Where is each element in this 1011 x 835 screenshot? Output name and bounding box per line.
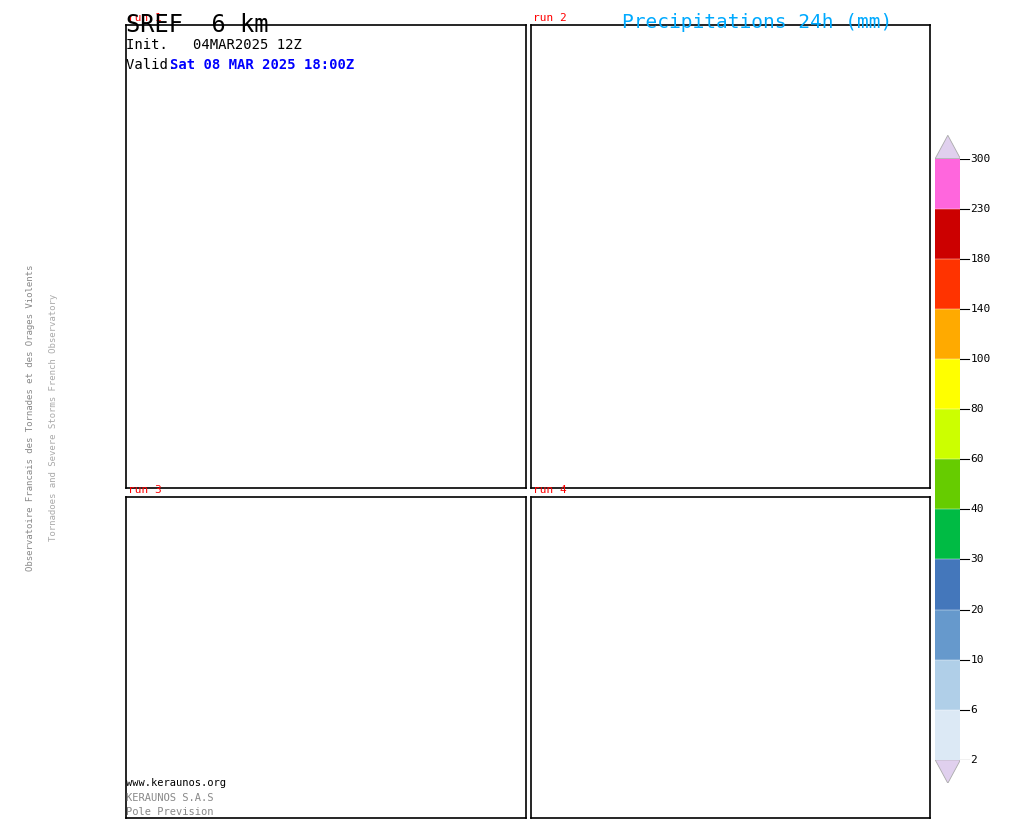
- Text: 230: 230: [971, 204, 991, 214]
- Text: 80: 80: [971, 404, 984, 414]
- Text: KERAUNOS S.A.S: KERAUNOS S.A.S: [126, 793, 214, 803]
- Bar: [935, 610, 960, 660]
- Text: 100: 100: [971, 354, 991, 364]
- Bar: [935, 509, 960, 559]
- Polygon shape: [935, 760, 960, 783]
- Text: 6: 6: [971, 705, 978, 715]
- Text: Precipitations 24h (mm): Precipitations 24h (mm): [622, 13, 892, 32]
- Text: run 1: run 1: [128, 13, 162, 23]
- Text: 2: 2: [971, 755, 978, 765]
- Text: 300: 300: [971, 154, 991, 164]
- Bar: [935, 359, 960, 409]
- Text: Pole Prevision: Pole Prevision: [126, 807, 214, 817]
- Text: 60: 60: [971, 454, 984, 464]
- Text: 180: 180: [971, 254, 991, 264]
- Bar: [935, 209, 960, 259]
- Bar: [935, 660, 960, 710]
- Text: run 4: run 4: [533, 485, 566, 495]
- Text: Tornadoes and Severe Storms French Observatory: Tornadoes and Severe Storms French Obser…: [50, 294, 58, 541]
- Text: 140: 140: [971, 304, 991, 314]
- Bar: [935, 259, 960, 309]
- Bar: [935, 159, 960, 209]
- Text: Observatoire Francais des Tornades et des Orages Violents: Observatoire Francais des Tornades et de…: [26, 265, 34, 570]
- Text: Valid.: Valid.: [126, 58, 185, 73]
- Text: 10: 10: [971, 655, 984, 665]
- Text: SREF  6 km: SREF 6 km: [126, 13, 269, 37]
- Text: run 2: run 2: [533, 13, 566, 23]
- Text: 30: 30: [971, 554, 984, 564]
- Bar: [935, 710, 960, 760]
- Bar: [935, 459, 960, 509]
- Text: 40: 40: [971, 504, 984, 514]
- Polygon shape: [935, 135, 960, 159]
- Bar: [935, 559, 960, 610]
- Text: Sat 08 MAR 2025 18:00Z: Sat 08 MAR 2025 18:00Z: [170, 58, 354, 73]
- Text: 20: 20: [971, 605, 984, 615]
- Text: www.keraunos.org: www.keraunos.org: [126, 778, 226, 788]
- Bar: [935, 309, 960, 359]
- Bar: [935, 409, 960, 459]
- Text: run 3: run 3: [128, 485, 162, 495]
- Text: Init.   04MAR2025 12Z: Init. 04MAR2025 12Z: [126, 38, 302, 52]
